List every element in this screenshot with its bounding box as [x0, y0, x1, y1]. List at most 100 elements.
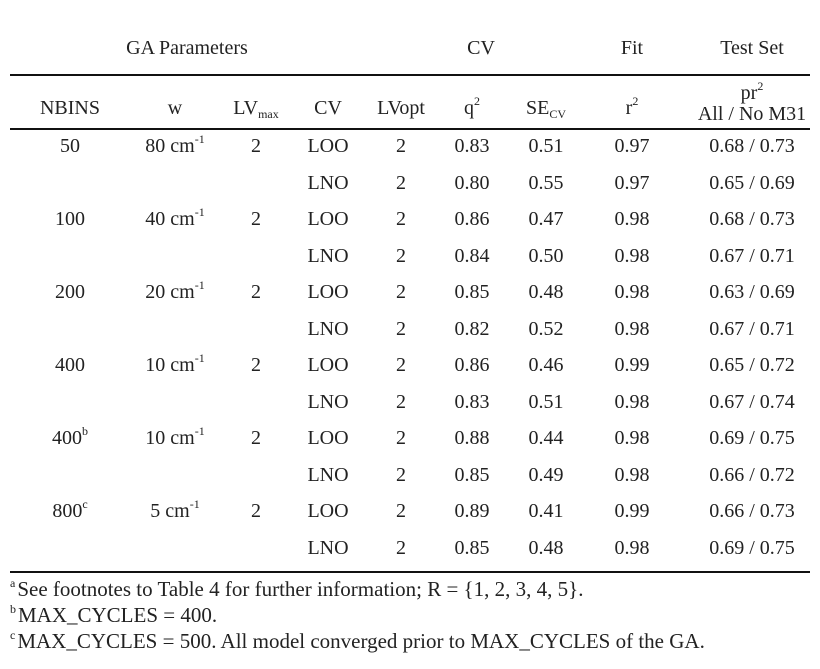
- cell-cv-value: LOO: [307, 135, 349, 157]
- cell-cv: LNO: [307, 245, 348, 267]
- cell-w-superscript: -1: [194, 205, 205, 219]
- cell-pr2-value: 0.67 / 0.71: [709, 245, 795, 267]
- cell-w-superscript: -1: [194, 132, 205, 146]
- cell-nbins-value: 200: [55, 281, 85, 303]
- pr2-base: pr: [740, 82, 758, 104]
- cell-r2-value: 0.98: [614, 281, 650, 303]
- r2-superscript: 2: [632, 94, 639, 108]
- r2-base: r: [625, 97, 633, 119]
- cell-lvmax: 2: [251, 500, 261, 522]
- cell-lvmax-value: 2: [251, 500, 261, 522]
- cell-q2-value: 0.85: [454, 464, 490, 486]
- cell-r2-value: 0.98: [614, 208, 650, 230]
- cell-pr2-value: 0.69 / 0.75: [709, 427, 795, 449]
- cell-secv: 0.48: [529, 281, 564, 303]
- cell-pr2-value: 0.65 / 0.69: [709, 172, 795, 194]
- cell-secv: 0.55: [529, 172, 564, 194]
- cell-cv: LOO: [307, 208, 348, 230]
- cell-lvopt: 2: [396, 391, 406, 413]
- cell-lvmax: 2: [251, 208, 261, 230]
- cell-pr2-value: 0.66 / 0.73: [709, 500, 795, 522]
- cell-r2: 0.98: [615, 391, 650, 413]
- cell-r2-value: 0.98: [614, 318, 650, 340]
- cell-r2: 0.98: [615, 427, 650, 449]
- cell-lvopt-value: 2: [396, 318, 406, 340]
- cell-lvopt-value: 2: [396, 537, 406, 559]
- column-header-r2: r2: [625, 94, 639, 119]
- cell-lvopt: 2: [396, 245, 406, 267]
- cell-lvopt-value: 2: [396, 427, 406, 449]
- cell-pr2: 0.67 / 0.74: [709, 391, 795, 413]
- cell-secv-value: 0.52: [528, 318, 564, 340]
- cell-cv-value: LNO: [307, 464, 349, 486]
- cell-w: 80 cm-1: [145, 132, 205, 157]
- cell-cv-value: LOO: [307, 208, 349, 230]
- cell-nbins-value: 400: [52, 427, 82, 449]
- cell-w-superscript: -1: [189, 497, 200, 511]
- column-header-secv: SECV: [526, 97, 566, 120]
- group-header-test-set: Test Set: [720, 37, 784, 59]
- cell-cv: LOO: [307, 500, 348, 522]
- column-header-lvopt: LVopt: [377, 97, 425, 119]
- cell-lvmax: 2: [251, 135, 261, 157]
- cell-q2-value: 0.86: [454, 354, 490, 376]
- cell-nbins-value: 100: [55, 208, 85, 230]
- cell-w: 40 cm-1: [145, 205, 205, 230]
- cell-lvmax-value: 2: [251, 135, 261, 157]
- footnote-mark: a: [10, 576, 16, 590]
- cell-pr2-value: 0.67 / 0.74: [709, 391, 795, 413]
- cell-pr2: 0.67 / 0.71: [709, 318, 795, 340]
- cell-lvopt: 2: [396, 208, 406, 230]
- cell-cv: LOO: [307, 427, 348, 449]
- cell-pr2: 0.63 / 0.69: [709, 281, 795, 303]
- cell-nbins: 800c: [52, 498, 87, 522]
- pr2-superscript: 2: [757, 79, 764, 93]
- cell-lvmax-value: 2: [251, 208, 261, 230]
- cell-cv-value: LNO: [307, 537, 349, 559]
- cell-lvopt-value: 2: [396, 245, 406, 267]
- cell-pr2: 0.65 / 0.72: [709, 354, 795, 376]
- cell-r2: 0.98: [615, 464, 650, 486]
- cell-r2-value: 0.99: [614, 500, 650, 522]
- header-bottom-rule: [10, 128, 810, 130]
- cell-lvopt-value: 2: [396, 354, 406, 376]
- footnote-mark: c: [10, 628, 16, 642]
- column-header-nbins: NBINS: [39, 97, 101, 119]
- cell-nbins-superscript: b: [82, 424, 88, 438]
- cell-secv: 0.41: [529, 500, 564, 522]
- cell-w-value: 80 cm: [145, 135, 195, 157]
- cell-nbins: 400b: [52, 424, 88, 449]
- cell-lvopt-value: 2: [396, 208, 406, 230]
- column-header-lvmax: LVmax: [233, 97, 279, 120]
- cell-cv: LNO: [307, 537, 348, 559]
- cell-cv: LNO: [307, 464, 348, 486]
- cell-q2: 0.85: [455, 281, 490, 303]
- cell-r2-value: 0.98: [614, 391, 650, 413]
- cell-nbins-value: 400: [55, 354, 85, 376]
- cell-w-superscript: -1: [194, 351, 205, 365]
- cell-secv-value: 0.51: [528, 135, 564, 157]
- cell-secv: 0.48: [529, 537, 564, 559]
- cell-cv: LNO: [307, 172, 348, 194]
- cell-cv-value: LNO: [307, 318, 349, 340]
- group-header-fit: Fit: [620, 37, 644, 59]
- cell-secv-value: 0.48: [528, 281, 564, 303]
- cell-cv-value: LOO: [307, 500, 349, 522]
- cell-pr2: 0.65 / 0.69: [709, 172, 795, 194]
- cell-cv: LOO: [307, 281, 348, 303]
- footnote-mark: b: [10, 602, 16, 616]
- cell-pr2: 0.69 / 0.75: [709, 427, 795, 449]
- cell-pr2-value: 0.68 / 0.73: [709, 135, 795, 157]
- cell-secv-value: 0.49: [528, 464, 564, 486]
- cell-r2: 0.98: [615, 281, 650, 303]
- cell-lvmax: 2: [251, 354, 261, 376]
- cell-q2: 0.84: [455, 245, 490, 267]
- footnote-text: See footnotes to Table 4 for further inf…: [17, 577, 584, 601]
- cell-lvmax: 2: [251, 281, 261, 303]
- cell-secv-value: 0.44: [528, 427, 564, 449]
- cell-secv: 0.52: [529, 318, 564, 340]
- cell-q2-value: 0.83: [454, 135, 490, 157]
- table-bottom-rule: [10, 571, 810, 573]
- cell-secv: 0.51: [529, 391, 564, 413]
- cell-cv-value: LOO: [307, 281, 349, 303]
